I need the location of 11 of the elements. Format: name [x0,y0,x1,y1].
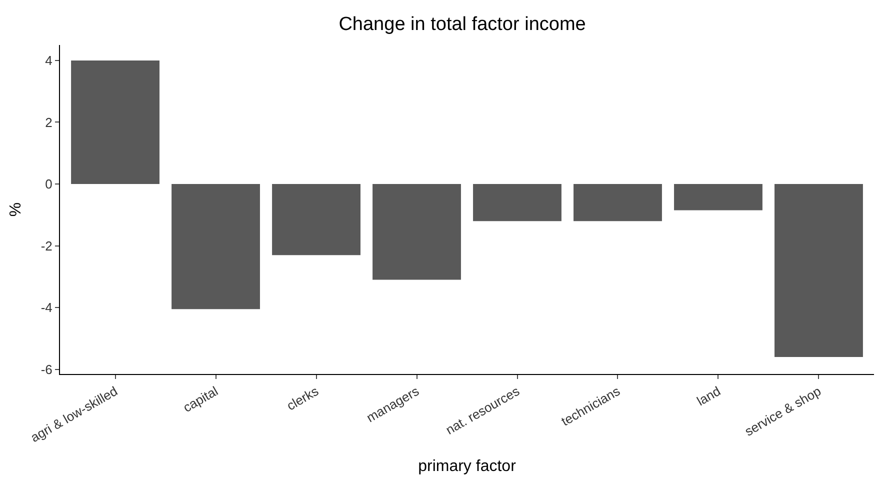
chart-title: Change in total factor income [338,14,586,36]
x-tick-label: clerks [284,383,322,414]
y-tick-label: 4 [45,53,52,68]
x-tick-label: land [694,383,723,409]
y-tick-label: 2 [45,114,52,130]
x-axis-title: primary factor [418,458,517,475]
y-tick-label: -6 [40,362,52,377]
y-tick-label: -4 [40,300,52,316]
y-tick-label: -2 [40,238,52,254]
y-tick-label: 0 [45,176,52,192]
y-axis-title: % [8,202,25,217]
